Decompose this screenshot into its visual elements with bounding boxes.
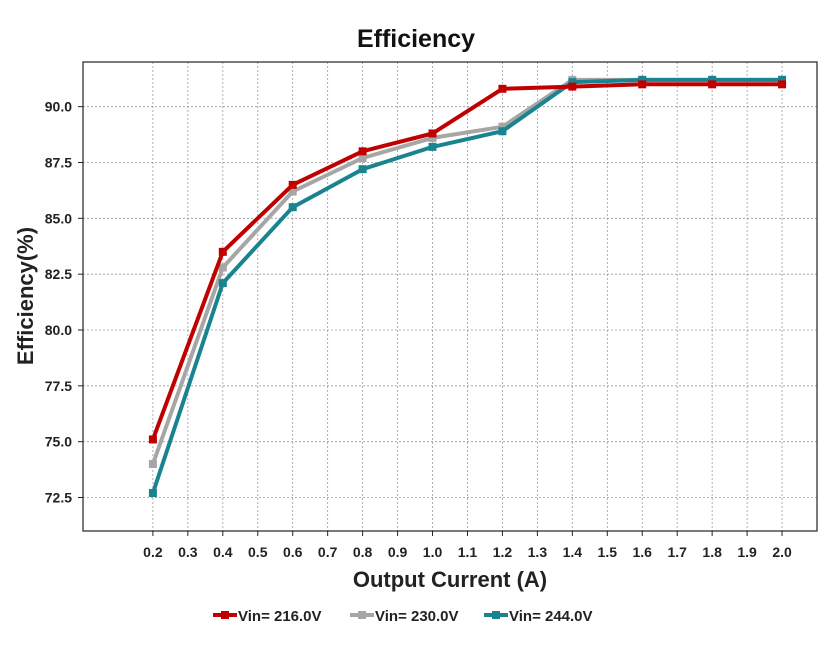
data-point <box>148 489 157 498</box>
data-point <box>638 80 647 89</box>
data-point <box>428 133 437 142</box>
data-point <box>358 147 367 156</box>
x-tick-label: 1.6 <box>633 544 653 560</box>
data-point <box>498 84 507 93</box>
data-point <box>498 122 507 131</box>
data-point <box>218 247 227 256</box>
data-point <box>708 80 717 89</box>
x-axis-ticks: 0.2 0.3 0.4 0.5 0.6 0.7 0.8 0.9 1.0 1.1 1.2 1.3 1.4 1… <box>143 531 792 560</box>
data-point <box>638 75 647 84</box>
y-tick-label: 87.5 <box>45 155 72 171</box>
plot-frame <box>82 61 818 532</box>
x-tick-label: 1.2 <box>493 544 513 560</box>
y-tick-label: 77.5 <box>45 378 72 394</box>
x-tick-label: 1.3 <box>528 544 548 560</box>
data-point <box>148 460 157 468</box>
x-tick-label: 1.9 <box>737 544 757 560</box>
legend: Vin= 216.0V Vin= 230.0V Vin= 244.0V <box>213 608 593 625</box>
series-line <box>150 82 784 442</box>
y-axis-ticks: 72.5 75.0 77.5 80.0 82.5 85.0 87.5 90.0 <box>45 99 83 506</box>
data-point <box>288 203 297 212</box>
series-line <box>150 77 784 495</box>
series-lines <box>148 75 787 498</box>
data-point <box>568 82 577 91</box>
y-tick-label: 72.5 <box>45 490 72 506</box>
data-point <box>148 435 157 444</box>
y-tick-label: 82.5 <box>45 266 72 282</box>
x-tick-label: 1.7 <box>667 544 687 560</box>
x-tick-label: 0.3 <box>178 544 198 560</box>
legend-swatch-marker <box>492 611 500 619</box>
x-tick-label: 1.1 <box>458 544 478 560</box>
data-point <box>218 279 227 288</box>
x-tick-label: 0.5 <box>248 544 268 560</box>
legend-entry: Vin= 216.0V <box>238 608 322 625</box>
legend-swatch-marker <box>221 611 229 619</box>
data-point <box>778 75 787 84</box>
x-axis-label: Output Current (A) <box>353 567 547 592</box>
data-point <box>218 263 227 272</box>
x-tick-label: 1.5 <box>598 544 618 560</box>
grid <box>83 62 817 531</box>
chart-title: Efficiency <box>357 25 475 53</box>
data-point <box>568 78 577 87</box>
x-tick-label: 2.0 <box>772 544 792 560</box>
data-point <box>288 187 297 196</box>
legend-entry: Vin= 230.0V <box>375 608 459 625</box>
x-tick-label: 0.4 <box>213 544 233 560</box>
data-point <box>428 142 437 151</box>
data-point <box>288 180 297 189</box>
y-tick-label: 90.0 <box>45 99 72 115</box>
x-tick-label: 0.2 <box>143 544 163 560</box>
y-axis-label: Efficiency(%) <box>13 227 38 365</box>
data-point <box>358 154 367 163</box>
data-point <box>358 165 367 174</box>
data-point <box>498 127 507 136</box>
y-tick-label: 75.0 <box>45 434 72 450</box>
y-tick-label: 80.0 <box>45 322 72 338</box>
x-tick-label: 0.6 <box>283 544 303 560</box>
legend-entry: Vin= 244.0V <box>509 608 593 625</box>
data-point <box>428 129 437 138</box>
x-tick-label: 1.8 <box>702 544 722 560</box>
data-point <box>708 75 717 84</box>
x-tick-label: 0.8 <box>353 544 373 560</box>
y-tick-label: 85.0 <box>45 210 72 226</box>
x-tick-label: 0.9 <box>388 544 408 560</box>
x-tick-label: 1.4 <box>563 544 583 560</box>
x-tick-label: 1.0 <box>423 544 443 560</box>
x-tick-label: 0.7 <box>318 544 338 560</box>
data-point <box>778 80 787 89</box>
legend-swatch-marker <box>358 611 366 619</box>
